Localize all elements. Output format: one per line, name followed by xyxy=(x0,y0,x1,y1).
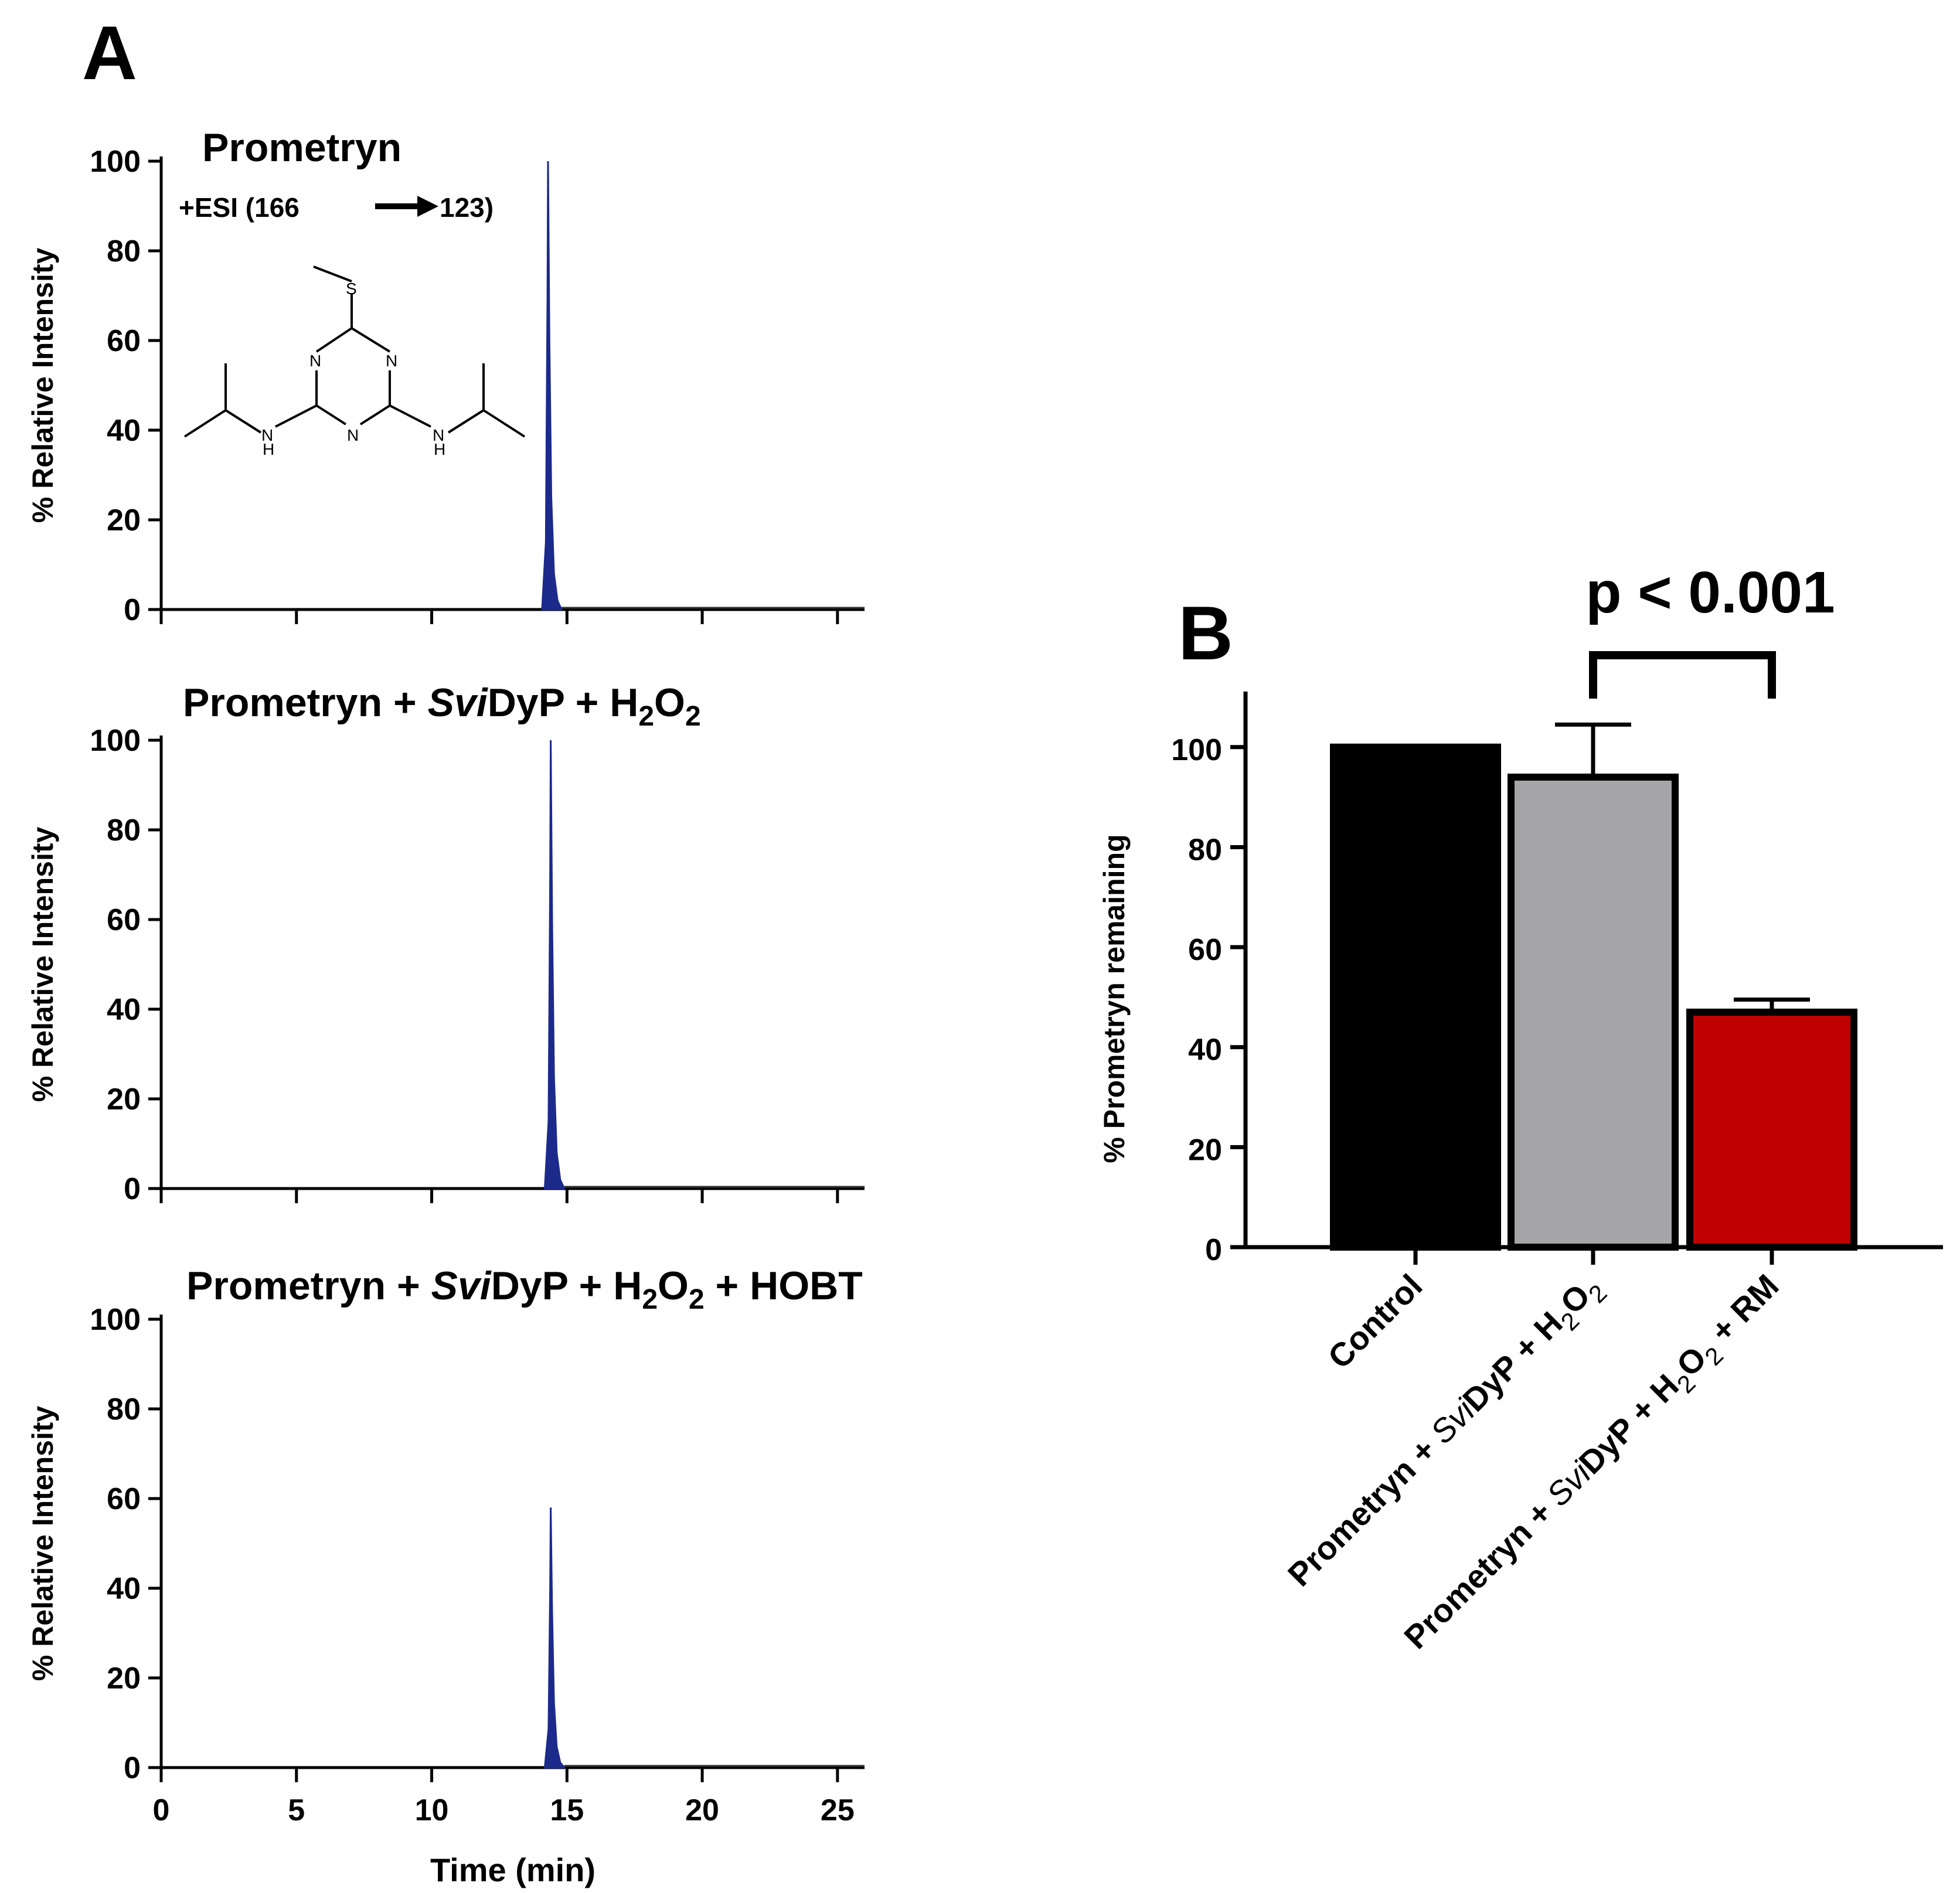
y-tick-label: 40 xyxy=(1188,1033,1222,1067)
y-tick-label: 20 xyxy=(107,1662,141,1695)
y-tick-label: 40 xyxy=(107,1572,141,1606)
panel-a-letter: A xyxy=(82,10,137,96)
prometryn-structure xyxy=(183,265,526,438)
y-tick-label: 100 xyxy=(90,1303,141,1337)
title-part: O xyxy=(658,1264,689,1308)
y-tick-label: 80 xyxy=(107,813,141,847)
title-part: O xyxy=(654,680,685,725)
title-part: + HOBT xyxy=(705,1264,863,1308)
title-part-italic: Svi xyxy=(428,680,489,725)
y-tick-label: 60 xyxy=(107,903,141,937)
chromatogram-1-subtitle: +ESI (166 xyxy=(179,192,300,223)
structure-atom-n: N xyxy=(386,352,397,370)
chromatogram-1-title: Prometryn xyxy=(202,125,401,170)
y-tick-label: 80 xyxy=(1188,833,1222,867)
chromatogram-peak xyxy=(543,740,566,1190)
y-axis-label: % Relative Intensity xyxy=(26,827,59,1102)
y-axis-label: % Prometryn remaining xyxy=(1098,834,1131,1163)
x-tick-label: 20 xyxy=(685,1793,719,1827)
x-tick-label: 10 xyxy=(415,1793,449,1827)
x-tick-label: 15 xyxy=(550,1793,584,1827)
y-tick-label: 20 xyxy=(107,503,141,537)
structure-atom-n: N xyxy=(433,426,444,444)
y-tick-label: 20 xyxy=(107,1082,141,1116)
title-part-italic: Svi xyxy=(431,1264,492,1308)
category-part: DyP + H xyxy=(1455,1305,1570,1419)
y-tick-label: 0 xyxy=(124,593,141,627)
y-tick-label: 60 xyxy=(1188,933,1222,967)
title-part: DyP + H xyxy=(488,680,639,725)
chromatogram-2-title: Prometryn + SviDyP + H2O2 xyxy=(183,680,701,732)
y-axis-label: % Relative Intensity xyxy=(26,248,59,523)
chromatogram-1-subtitle-end: 123) xyxy=(440,192,494,223)
title-part: Prometryn + xyxy=(186,1264,431,1308)
chromatogram-3-title: Prometryn + SviDyP + H2O2 + HOBT xyxy=(186,1264,863,1315)
chromatogram-prometryn-svidyp-h2o2-hobt: Prometryn + SviDyP + H2O2 + HOBT Time (m… xyxy=(26,1264,865,1888)
y-tick-label: 100 xyxy=(1171,733,1222,767)
category-part: + RM xyxy=(1697,1267,1785,1356)
bar xyxy=(1686,1008,1857,1251)
x-axis-label: Time (min) xyxy=(430,1851,596,1888)
y-tick-label: 100 xyxy=(90,145,141,179)
y-tick-label: 40 xyxy=(107,414,141,448)
title-subscript: 2 xyxy=(638,701,654,732)
structure-atom-h: H xyxy=(434,440,445,458)
structure-atom-h: H xyxy=(263,440,274,458)
chromatogram-peak xyxy=(543,1507,566,1769)
title-subscript: 2 xyxy=(689,1284,705,1315)
significance-label: p < 0.001 xyxy=(1585,560,1835,625)
x-category-label: Prometryn + SviDyP + H2O2 xyxy=(1281,1267,1612,1599)
chromatogram-peak xyxy=(541,161,563,611)
structure-atom-n: N xyxy=(261,426,273,444)
title-part: DyP + H xyxy=(491,1264,642,1308)
bar-chart-prometryn-remaining: p < 0.001 0 20 40 60 80 100 % Prometryn remain… xyxy=(1098,560,1943,1662)
y-tick-label: 60 xyxy=(107,1482,141,1516)
y-axis-label: % Relative Intensity xyxy=(26,1406,59,1681)
x-category-label: Control xyxy=(1321,1267,1429,1376)
y-tick-label: 0 xyxy=(124,1172,141,1206)
title-part: Prometryn + xyxy=(183,680,428,725)
x-tick-label: 25 xyxy=(821,1793,855,1827)
x-tick-label: 0 xyxy=(153,1793,170,1827)
title-subscript: 2 xyxy=(642,1284,658,1315)
y-tick-label: 40 xyxy=(107,993,141,1027)
chromatogram-prometryn: Prometryn +ESI (166 123) xyxy=(26,125,865,627)
structure-atom-s: S xyxy=(346,280,357,298)
y-tick-label: 100 xyxy=(90,724,141,758)
category-part: Prometryn + xyxy=(1281,1425,1449,1594)
title-subscript: 2 xyxy=(685,701,701,732)
significance-bracket xyxy=(1589,651,1776,699)
panel-b-letter: B xyxy=(1178,590,1233,676)
y-tick-label: 20 xyxy=(1188,1133,1222,1167)
bar xyxy=(1508,773,1679,1251)
x-category-label: Prometryn + SviDyP + H2O2 + RM xyxy=(1397,1267,1791,1662)
y-tick-label: 80 xyxy=(107,234,141,268)
x-tick-label: 5 xyxy=(288,1793,305,1827)
category-part: DyP + H xyxy=(1571,1367,1686,1481)
bar xyxy=(1330,743,1501,1251)
arrow-icon xyxy=(375,196,438,217)
y-tick-label: 0 xyxy=(124,1751,141,1785)
structure-atom-n: N xyxy=(309,352,321,370)
y-tick-label: 0 xyxy=(1205,1233,1222,1267)
y-tick-label: 80 xyxy=(107,1392,141,1426)
category-part: Prometryn + xyxy=(1397,1487,1566,1656)
y-tick-label: 60 xyxy=(107,324,141,358)
subtitle-start: +ESI (166 xyxy=(179,192,300,223)
chromatogram-prometryn-svidyp-h2o2: Prometryn + SviDyP + H2O2 020406080100% … xyxy=(26,680,865,1206)
structure-atom-n: N xyxy=(347,426,359,444)
